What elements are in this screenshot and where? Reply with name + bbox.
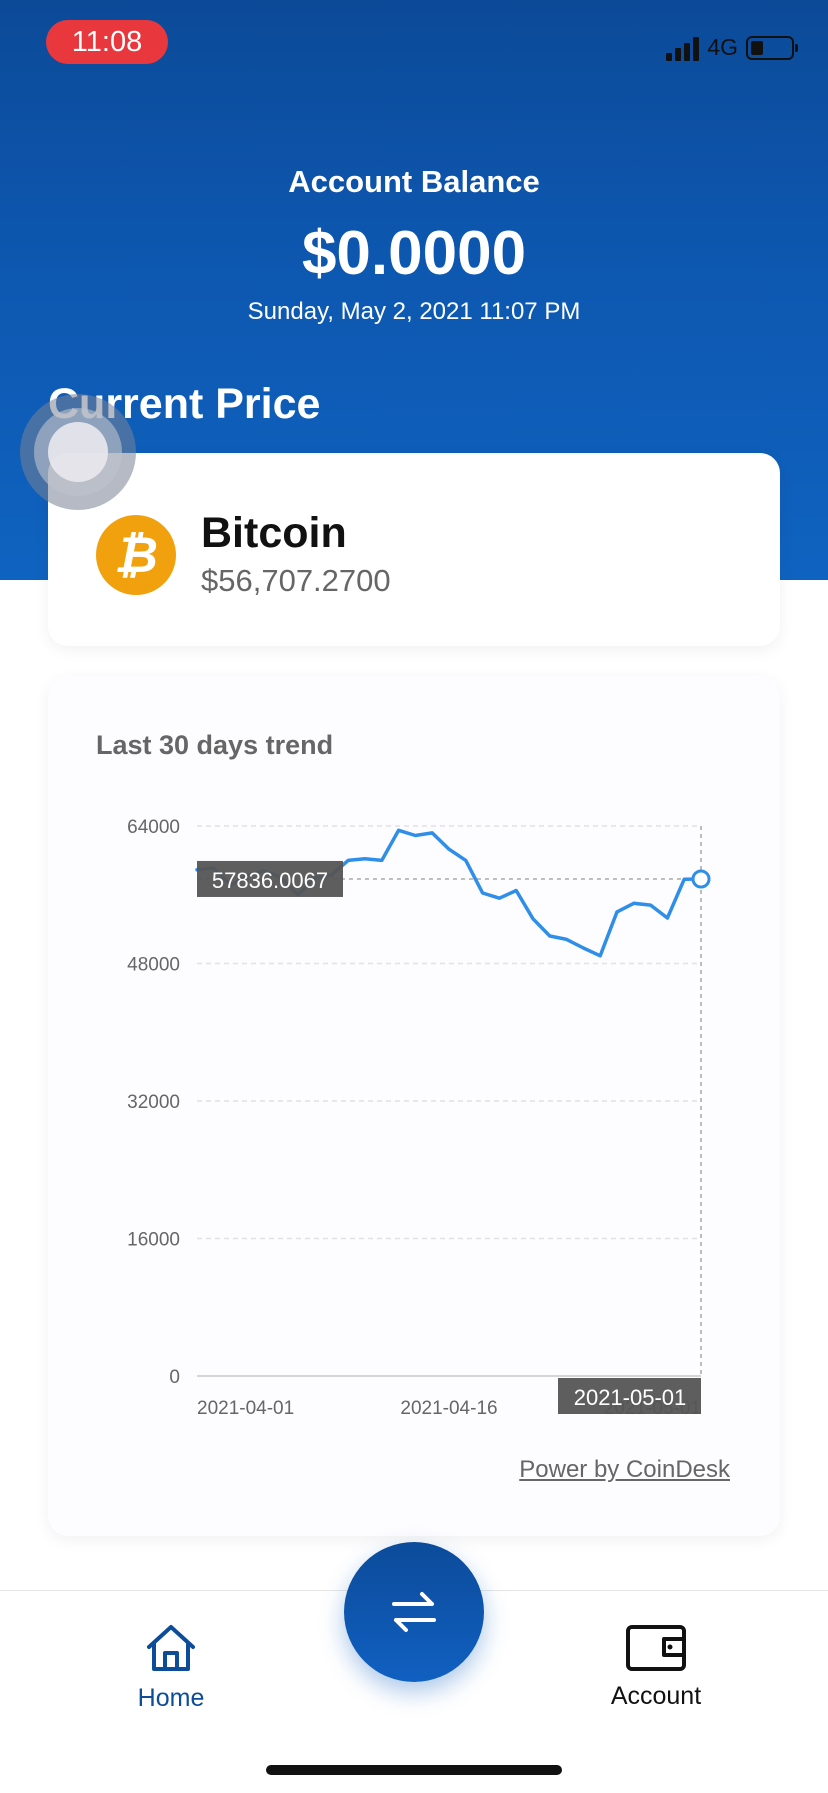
coindesk-credit-link[interactable]: Power by CoinDesk <box>519 1456 730 1483</box>
nav-home[interactable]: Home <box>91 1621 251 1713</box>
nav-home-label: Home <box>137 1684 205 1712</box>
status-time: 11:08 <box>46 20 168 64</box>
selected-point <box>691 869 711 889</box>
y-tick-label: 32000 <box>127 1092 180 1113</box>
coin-price-card[interactable]: ₿ Bitcoin $56,707.2700 <box>48 453 780 646</box>
nav-account-label: Account <box>610 1682 702 1710</box>
y-tick-label: 0 <box>169 1367 180 1388</box>
tooltip-value-text: 57836.0067 <box>212 868 328 893</box>
signal-icon <box>666 35 700 61</box>
coin-price: $56,707.2700 <box>201 563 391 598</box>
status-icons: 4G <box>666 34 798 61</box>
nav-account[interactable]: Account <box>576 1621 736 1711</box>
wallet-icon <box>626 1625 686 1671</box>
trend-line-chart[interactable]: 0 16000 32000 48000 64000 2021-04-01 2021-04-1… <box>48 676 780 1436</box>
coin-name: Bitcoin <box>201 509 347 557</box>
tooltip-value-box <box>197 860 343 897</box>
network-type: 4G <box>707 34 738 60</box>
x-tick-label: 2021-04-16 <box>400 1398 497 1419</box>
trend-chart-card: Last 30 days trend 0 16000 32000 48000 64000… <box>48 676 780 1536</box>
tooltip-date-box <box>558 1378 701 1414</box>
bitcoin-icon: ₿ <box>96 515 176 595</box>
swap-button[interactable] <box>344 1542 484 1682</box>
account-balance-title: Account Balance <box>288 164 540 199</box>
y-tick-label: 64000 <box>127 817 180 838</box>
home-icon <box>147 1625 195 1671</box>
account-balance-datetime: Sunday, May 2, 2021 11:07 PM <box>247 298 581 325</box>
tooltip-date-text: 2021-05-01 <box>574 1385 687 1410</box>
x-tick-label: 2021-04-01 <box>197 1398 294 1419</box>
battery-icon <box>746 35 798 60</box>
home-indicator <box>266 1765 562 1775</box>
swap-arrows-icon <box>392 1592 436 1632</box>
touch-indicator <box>20 394 136 510</box>
chart-title: Last 30 days trend <box>96 730 334 760</box>
account-balance-value: $0.0000 <box>301 219 527 288</box>
y-tick-label: 16000 <box>127 1230 180 1251</box>
y-tick-label: 48000 <box>127 955 180 976</box>
